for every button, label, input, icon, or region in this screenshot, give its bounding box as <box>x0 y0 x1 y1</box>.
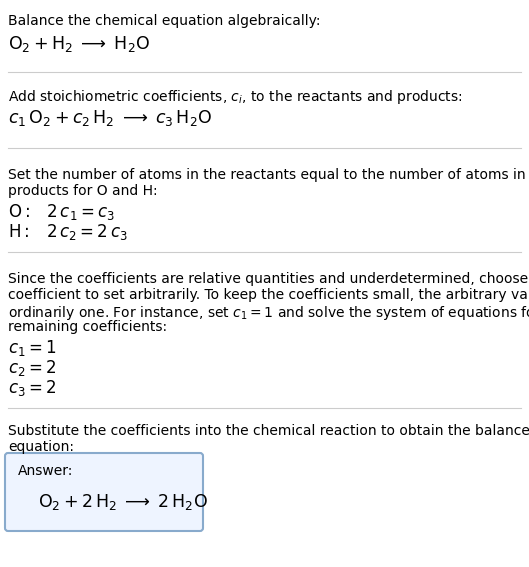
Text: Answer:: Answer: <box>18 464 74 478</box>
FancyBboxPatch shape <box>5 453 203 531</box>
Text: coefficient to set arbitrarily. To keep the coefficients small, the arbitrary va: coefficient to set arbitrarily. To keep … <box>8 288 529 302</box>
Text: Set the number of atoms in the reactants equal to the number of atoms in the: Set the number of atoms in the reactants… <box>8 168 529 182</box>
Text: $c_3 = 2$: $c_3 = 2$ <box>8 378 57 398</box>
Text: ordinarily one. For instance, set $c_1 = 1$ and solve the system of equations fo: ordinarily one. For instance, set $c_1 =… <box>8 304 529 322</box>
Text: $\mathrm{O_2 + 2\,H_2 \;\longrightarrow\; 2\,H_2O}$: $\mathrm{O_2 + 2\,H_2 \;\longrightarrow\… <box>38 492 208 512</box>
Text: remaining coefficients:: remaining coefficients: <box>8 320 167 334</box>
Text: equation:: equation: <box>8 440 74 454</box>
Text: products for O and H:: products for O and H: <box>8 184 158 198</box>
Text: Balance the chemical equation algebraically:: Balance the chemical equation algebraica… <box>8 14 321 28</box>
Text: $c_1 = 1$: $c_1 = 1$ <box>8 338 57 358</box>
Text: Substitute the coefficients into the chemical reaction to obtain the balanced: Substitute the coefficients into the che… <box>8 424 529 438</box>
Text: $c_2 = 2$: $c_2 = 2$ <box>8 358 57 378</box>
Text: $\mathrm{H{:}}\;\;\; 2\,c_2 = 2\,c_3$: $\mathrm{H{:}}\;\;\; 2\,c_2 = 2\,c_3$ <box>8 222 127 242</box>
Text: $\mathrm{O{:}}\;\;\; 2\,c_1 = c_3$: $\mathrm{O{:}}\;\;\; 2\,c_1 = c_3$ <box>8 202 115 222</box>
Text: Since the coefficients are relative quantities and underdetermined, choose a: Since the coefficients are relative quan… <box>8 272 529 286</box>
Text: $\mathrm{O_2 + H_2 \;\longrightarrow\; H_2O}$: $\mathrm{O_2 + H_2 \;\longrightarrow\; H… <box>8 34 150 54</box>
Text: Add stoichiometric coefficients, $c_i$, to the reactants and products:: Add stoichiometric coefficients, $c_i$, … <box>8 88 463 106</box>
Text: $c_1\,\mathrm{O_2} + c_2\,\mathrm{H_2} \;\longrightarrow\; c_3\,\mathrm{H_2O}$: $c_1\,\mathrm{O_2} + c_2\,\mathrm{H_2} \… <box>8 108 212 128</box>
